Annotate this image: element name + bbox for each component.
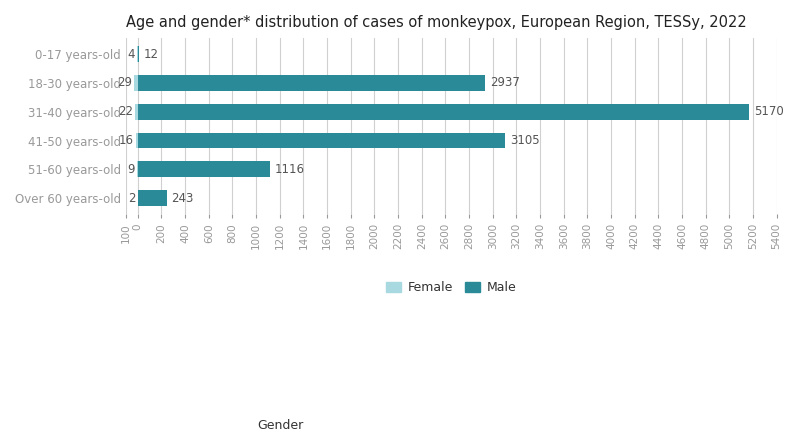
- Bar: [138, 190, 166, 206]
- Bar: [138, 46, 139, 62]
- Text: 9: 9: [127, 163, 134, 176]
- Text: 4: 4: [127, 48, 135, 61]
- Legend: Female, Male: Female, Male: [382, 277, 522, 299]
- Bar: [138, 132, 505, 149]
- Text: 22: 22: [118, 105, 133, 118]
- Bar: [138, 75, 486, 91]
- Text: 2937: 2937: [490, 76, 520, 89]
- Text: 243: 243: [171, 192, 194, 205]
- Text: 3105: 3105: [510, 134, 539, 147]
- Text: Gender: Gender: [258, 419, 304, 433]
- Bar: [138, 161, 270, 177]
- Text: 29: 29: [117, 76, 132, 89]
- Bar: [136, 132, 138, 149]
- Text: 1116: 1116: [274, 163, 305, 176]
- Bar: [134, 75, 138, 91]
- Text: Age and gender* distribution of cases of monkeypox, European Region, TESSy, 2022: Age and gender* distribution of cases of…: [126, 15, 746, 30]
- Text: 2: 2: [128, 192, 135, 205]
- Bar: [137, 161, 138, 177]
- Text: 12: 12: [144, 48, 159, 61]
- Bar: [135, 104, 138, 120]
- Text: 5170: 5170: [754, 105, 784, 118]
- Text: 16: 16: [118, 134, 134, 147]
- Bar: [138, 104, 750, 120]
